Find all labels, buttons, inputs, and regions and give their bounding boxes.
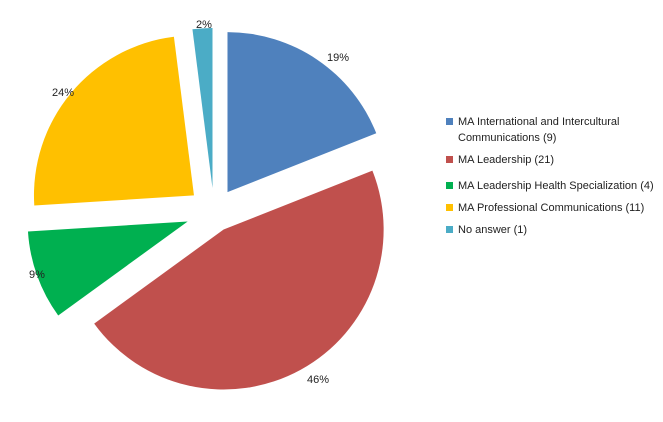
legend-swatch: [446, 118, 453, 125]
pie-slice: [227, 32, 377, 193]
slice-percent-label: 19%: [327, 52, 349, 64]
legend-item: MA Leadership (21): [446, 152, 660, 168]
legend-label: MA Leadership (21): [458, 154, 554, 166]
legend-label: No answer (1): [458, 224, 528, 236]
slice-percent-label: 24%: [52, 87, 74, 99]
slice-percent-label: 2%: [196, 19, 212, 31]
legend-swatch: [446, 226, 453, 233]
legend-item: MA International and Intercultural Commu…: [446, 114, 660, 146]
pie-slice: [27, 221, 188, 316]
slice-percent-label: 9%: [29, 269, 45, 281]
pie-slice: [192, 28, 213, 189]
legend-item: No answer (1): [446, 222, 660, 238]
pie-slice: [94, 170, 384, 390]
slice-percent-label: 46%: [307, 374, 329, 386]
legend-swatch: [446, 204, 453, 211]
legend-item: MA Leadership Health Specialization (4): [446, 178, 660, 194]
legend-item: MA Professional Communications (11): [446, 200, 660, 216]
legend-label: MA International and Intercultural Commu…: [458, 116, 620, 144]
legend-swatch: [446, 156, 453, 163]
legend-label: MA Professional Communications (11): [458, 202, 645, 214]
chart-legend: MA International and Intercultural Commu…: [446, 114, 660, 238]
pie-slice: [33, 36, 194, 206]
legend-label: MA Leadership Health Specialization (4): [458, 180, 654, 192]
legend-swatch: [446, 182, 453, 189]
